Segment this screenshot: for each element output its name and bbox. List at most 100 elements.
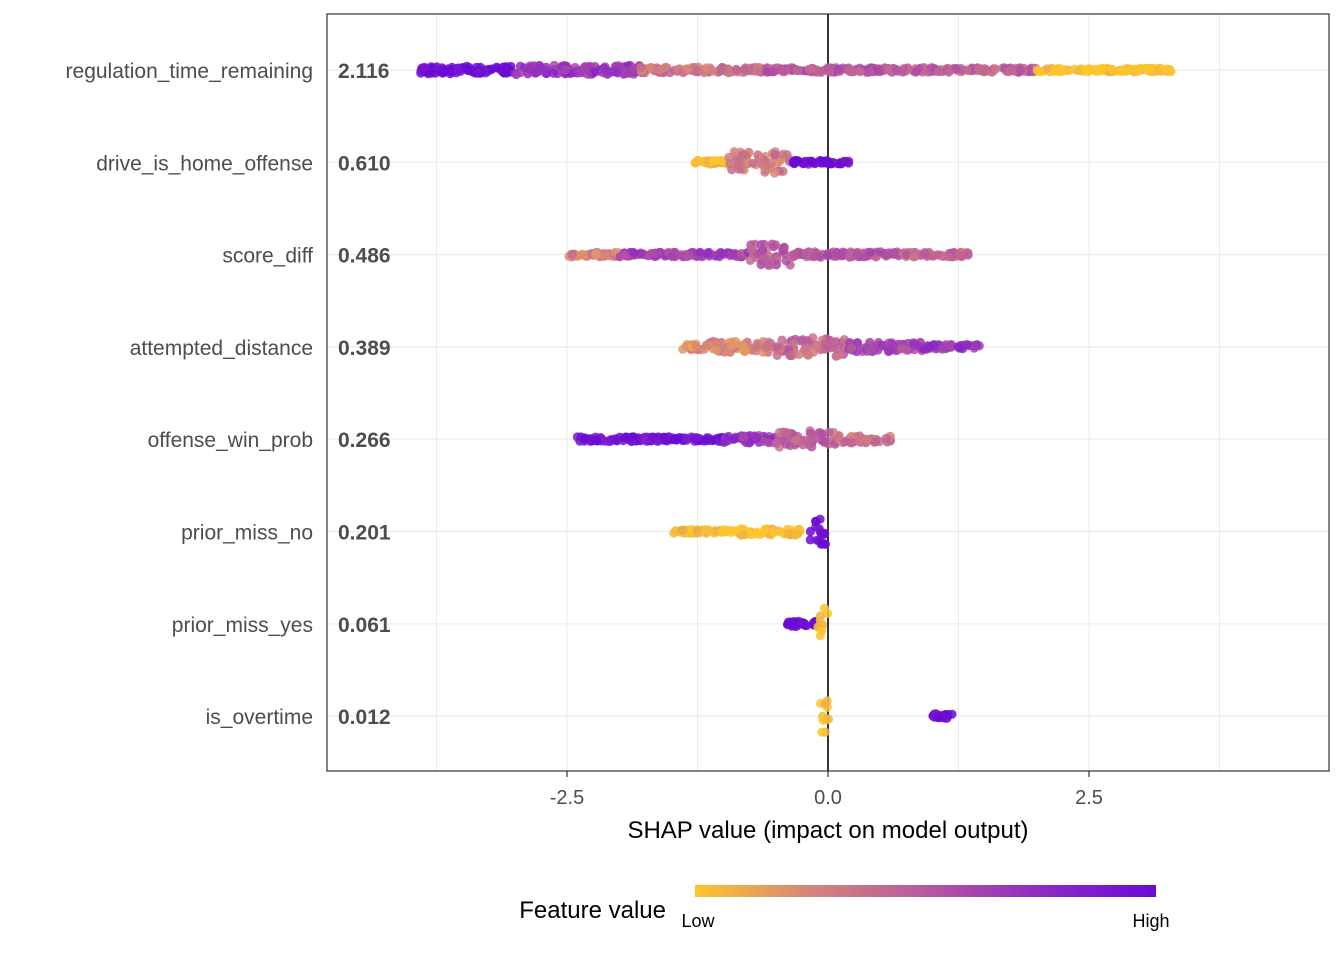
shap-point [791,435,801,445]
shap-point [1117,66,1127,76]
legend-gradient-bar [695,885,1156,897]
shap-point [855,431,865,441]
shap-point [752,342,762,352]
shap-point [840,437,850,447]
shap-point [755,156,765,166]
shap-point [766,260,776,270]
shap-point [1051,66,1061,76]
shap-point [772,350,782,360]
shap-point [953,342,963,352]
shap-point [752,527,762,537]
feature-mean-abs-label: 0.266 [338,429,391,452]
shap-point [913,65,923,75]
shap-point [820,699,830,709]
shap-point [621,251,631,261]
shap-point [818,156,828,166]
shap-point [973,63,983,74]
shap-point [908,338,919,348]
color-legend: Feature value Low High [519,885,1170,931]
shap-point [909,252,919,262]
shap-point [465,65,475,76]
shap-point [1081,65,1091,75]
shap-point [836,249,846,260]
shap-point [750,432,760,442]
shap-point [920,344,930,354]
shap-point [695,247,705,257]
shap-point [681,433,691,443]
shap-point [746,244,756,254]
shap-point [647,248,657,258]
shap-point [678,525,688,535]
shap-point [759,254,769,264]
shap-point [777,335,787,345]
shap-point [800,248,810,259]
shap-point [808,158,819,168]
shap-point [685,528,696,538]
shap-point [702,340,712,350]
shap-point [716,248,726,258]
shap-point [846,67,856,77]
shap-point [691,433,702,443]
shap-point [506,61,516,72]
shap-point [1153,66,1163,76]
feature-name-label: is_overtime [206,706,313,729]
shap-point [847,438,857,448]
shap-point [725,159,735,169]
shap-point [702,248,712,258]
shap-point [738,433,748,443]
shap-point [740,64,750,74]
shap-point [768,527,778,537]
feature-mean-abs-label: 2.116 [338,60,389,83]
shap-point [703,526,713,536]
shap-point [887,338,897,348]
shap-point [969,341,979,351]
shap-point [815,611,825,621]
shap-point [711,337,721,347]
shap-point [645,63,655,73]
shap-point [962,340,972,350]
shap-point [875,247,886,257]
shap-point [659,432,669,442]
shap-point [640,435,650,445]
shap-point [682,64,692,74]
shap-point [611,435,621,445]
shap-point [788,617,798,627]
legend-title: Feature value [519,897,666,924]
shap-point [933,712,943,723]
shap-point [473,68,483,78]
legend-high-label: High [1132,911,1169,931]
shap-point [789,249,799,259]
shap-point [629,63,639,73]
shap-point [525,62,535,72]
shap-point [732,65,742,75]
shap-point [734,160,744,170]
shap-point [729,434,739,444]
shap-point [654,65,665,75]
shap-point [667,251,677,261]
shap-point [832,344,842,354]
shap-point [692,525,703,535]
shap-point [815,66,825,76]
shap-point [453,64,463,74]
shap-point [816,528,827,539]
shap-point [591,249,601,259]
shap-point [618,67,629,77]
shap-point [789,338,799,348]
shap-point [778,149,788,159]
shap-point [866,346,877,356]
feature-name-label: regulation_time_remaining [66,60,313,83]
shap-point [636,248,646,258]
shap-points [416,60,1176,737]
shap-point [1136,63,1146,73]
shap-point [741,150,751,160]
shap-point [847,343,857,353]
shap-point [990,64,1001,74]
shap-point [825,159,835,169]
feature-mean-abs-label: 0.389 [338,337,391,360]
shap-point [683,251,694,261]
shap-point [855,66,865,77]
feature-points-regulation-time-remaining [416,60,1176,80]
x-tick-label: 2.5 [1075,787,1103,809]
shap-point [799,435,809,445]
shap-point [487,64,497,74]
